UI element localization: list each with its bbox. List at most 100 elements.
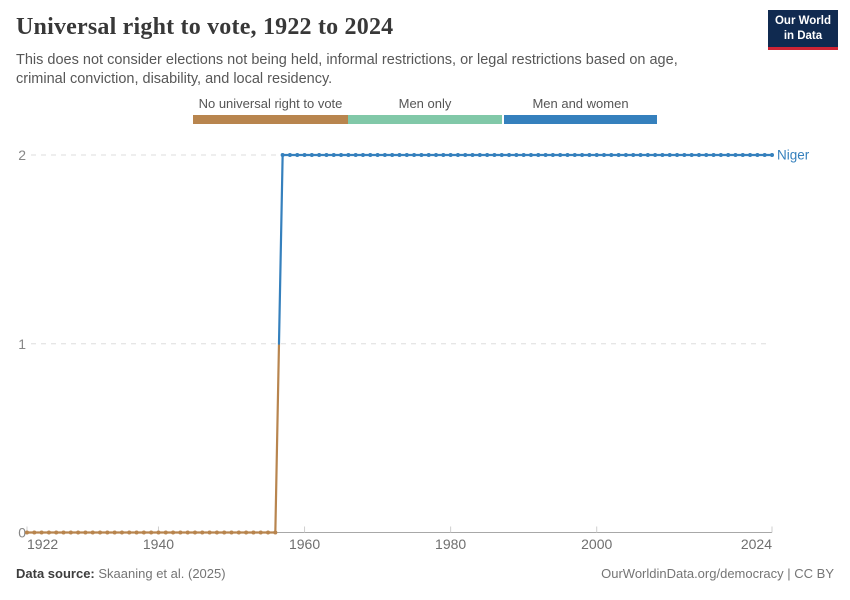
data-point [565, 153, 570, 157]
data-point [156, 530, 161, 535]
y-axis-tick-label: 1 [18, 336, 26, 352]
data-point [54, 530, 59, 535]
data-point [229, 530, 234, 535]
legend-item-no-universal-right[interactable]: No universal right to vote [193, 96, 348, 124]
data-point [550, 153, 555, 157]
data-source: Data source: Skaaning et al. (2025) [16, 566, 226, 581]
series-niger[interactable]: Niger [25, 148, 810, 535]
data-point [463, 153, 468, 157]
data-point [580, 153, 585, 157]
data-point [718, 153, 723, 157]
data-point [331, 153, 336, 157]
chart-footer: Data source: Skaaning et al. (2025) OurW… [16, 566, 834, 581]
line-chart[interactable]: 0 1 2 1922 1940 1960 1980 2000 2024 Niger [0, 130, 850, 560]
data-point [302, 153, 307, 157]
data-point [287, 153, 292, 157]
data-point [675, 153, 680, 157]
x-axis: 1922 1940 1960 1980 2000 2024 [26, 526, 773, 552]
data-point [514, 153, 519, 157]
data-point [470, 153, 475, 157]
legend-item-men-only[interactable]: Men only [348, 96, 502, 124]
owid-logo-line1: Our World [774, 15, 831, 27]
y-axis-tick-label: 0 [18, 525, 26, 541]
owid-logo[interactable]: Our World in Data [767, 10, 838, 50]
data-point [623, 153, 628, 157]
data-point [682, 153, 687, 157]
series-transition [277, 153, 284, 345]
data-point [434, 153, 439, 157]
data-point [382, 153, 387, 157]
data-point [375, 153, 380, 157]
data-point [397, 153, 402, 157]
data-point [696, 153, 701, 157]
data-point [39, 530, 44, 535]
gridlines: 0 1 2 [18, 147, 770, 541]
data-point [748, 153, 753, 157]
data-point [46, 530, 51, 535]
data-point [543, 153, 548, 157]
x-axis-tick-label: 1940 [143, 536, 174, 552]
data-point [214, 530, 219, 535]
data-point [448, 153, 453, 157]
data-point [404, 153, 409, 157]
data-point [280, 153, 285, 157]
license-link[interactable]: OurWorldinData.org/democracy | CC BY [601, 566, 834, 581]
data-point [733, 153, 738, 157]
data-point [236, 530, 241, 535]
data-point [770, 153, 774, 157]
data-point [441, 153, 446, 157]
data-point [309, 153, 314, 157]
data-point [324, 153, 329, 157]
data-point [740, 153, 745, 157]
data-point [273, 530, 278, 535]
data-point [185, 530, 190, 535]
data-point [645, 153, 650, 157]
data-point [521, 153, 526, 157]
data-point [90, 530, 95, 535]
data-point [105, 530, 110, 535]
data-point [368, 153, 373, 157]
data-point [587, 153, 592, 157]
data-point [295, 153, 300, 157]
data-point [171, 530, 176, 535]
data-point [755, 153, 760, 157]
legend-label: No universal right to vote [198, 96, 343, 111]
data-point [485, 153, 490, 157]
data-point [339, 153, 344, 157]
data-point [346, 153, 351, 157]
data-point [192, 530, 197, 535]
data-point [638, 153, 643, 157]
data-point [112, 530, 117, 535]
data-point [76, 530, 81, 535]
entity-label[interactable]: Niger [777, 148, 810, 163]
legend-color-bar [504, 115, 657, 124]
legend-item-men-and-women[interactable]: Men and women [504, 96, 657, 124]
data-point [251, 530, 256, 535]
data-source-label: Data source: [16, 566, 95, 581]
chart-subtitle: This does not consider elections not bei… [16, 52, 678, 87]
data-point [609, 153, 614, 157]
data-point [207, 530, 212, 535]
data-source-link[interactable]: Skaaning et al. (2025) [98, 566, 226, 581]
data-point [507, 153, 512, 157]
data-point [25, 530, 29, 535]
data-point [134, 530, 139, 535]
x-axis-tick-label: 1960 [289, 536, 320, 552]
data-point [419, 153, 424, 157]
data-point [83, 530, 88, 535]
data-point [455, 153, 460, 157]
data-point [426, 153, 431, 157]
data-point [631, 153, 636, 157]
data-point [127, 530, 132, 535]
data-point [572, 153, 577, 157]
y-axis-tick-label: 2 [18, 147, 26, 163]
data-point [616, 153, 621, 157]
data-point [119, 530, 124, 535]
legend-label: Men only [398, 96, 452, 111]
data-point [178, 530, 183, 535]
x-axis-tick-label: 1922 [27, 536, 58, 552]
categorical-legend: No universal right to vote Men only Men … [0, 96, 850, 128]
chart-title: Universal right to vote, 1922 to 2024 [16, 14, 394, 40]
data-point [477, 153, 482, 157]
